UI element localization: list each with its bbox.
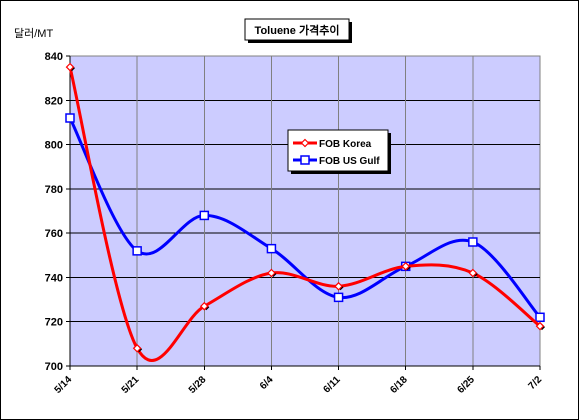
x-tick-label: 5/21 xyxy=(120,374,142,396)
x-tick-label: 6/25 xyxy=(455,374,477,396)
y-tick-label: 700 xyxy=(45,361,63,373)
series-layer xyxy=(65,62,545,362)
axes xyxy=(66,55,541,370)
y-tick-label: 720 xyxy=(45,317,63,329)
x-tick-label: 5/14 xyxy=(53,374,75,396)
legend: FOB Korea FOB US Gulf xyxy=(287,129,391,174)
data-point xyxy=(199,301,209,311)
data-point xyxy=(266,243,277,254)
data-point xyxy=(199,210,210,221)
legend-swatch-marker xyxy=(300,155,310,165)
data-point xyxy=(267,268,276,278)
data-point xyxy=(468,268,478,278)
legend-label: FOB US Gulf xyxy=(319,156,380,167)
y-tick-label: 780 xyxy=(45,184,63,196)
legend-item: FOB Korea xyxy=(293,138,372,150)
plot-area xyxy=(69,55,541,367)
data-point xyxy=(132,343,142,353)
data-point xyxy=(65,62,75,72)
y-tick-label: 840 xyxy=(45,51,63,63)
y-tick-label: 740 xyxy=(45,272,63,284)
y-tick-labels: 700 720 740 760 780 800 820 840 xyxy=(45,51,63,373)
legend-label: FOB Korea xyxy=(319,139,372,150)
y-tick-label: 800 xyxy=(45,140,63,152)
y-tick-label: 820 xyxy=(45,95,63,107)
data-point xyxy=(334,281,343,291)
series-0 xyxy=(65,62,545,362)
data-point xyxy=(535,312,545,323)
chart-title: Toluene 가격추이 xyxy=(255,23,340,37)
data-point xyxy=(535,321,545,331)
x-tick-label: 7/2 xyxy=(527,374,545,392)
data-point xyxy=(468,237,478,247)
x-tick-label: 6/18 xyxy=(388,374,410,396)
data-point xyxy=(401,262,411,271)
x-tick-label: 6/4 xyxy=(258,374,276,392)
x-tick-label: 6/11 xyxy=(322,374,343,395)
data-point xyxy=(333,292,344,303)
grid xyxy=(70,56,540,366)
legend-item: FOB US Gulf xyxy=(293,155,380,167)
chart-title-box: Toluene 가격추이 xyxy=(244,18,352,43)
data-point xyxy=(65,113,75,123)
x-tick-label: 5/28 xyxy=(187,374,209,396)
x-tick-labels: 5/14 5/21 5/28 6/4 6/11 6/18 6/25 7/2 xyxy=(53,374,545,396)
y-tick-label: 760 xyxy=(45,228,63,240)
data-point xyxy=(132,246,142,256)
y-axis-label: 달러/MT xyxy=(14,27,53,40)
legend-swatch-marker xyxy=(300,138,310,148)
